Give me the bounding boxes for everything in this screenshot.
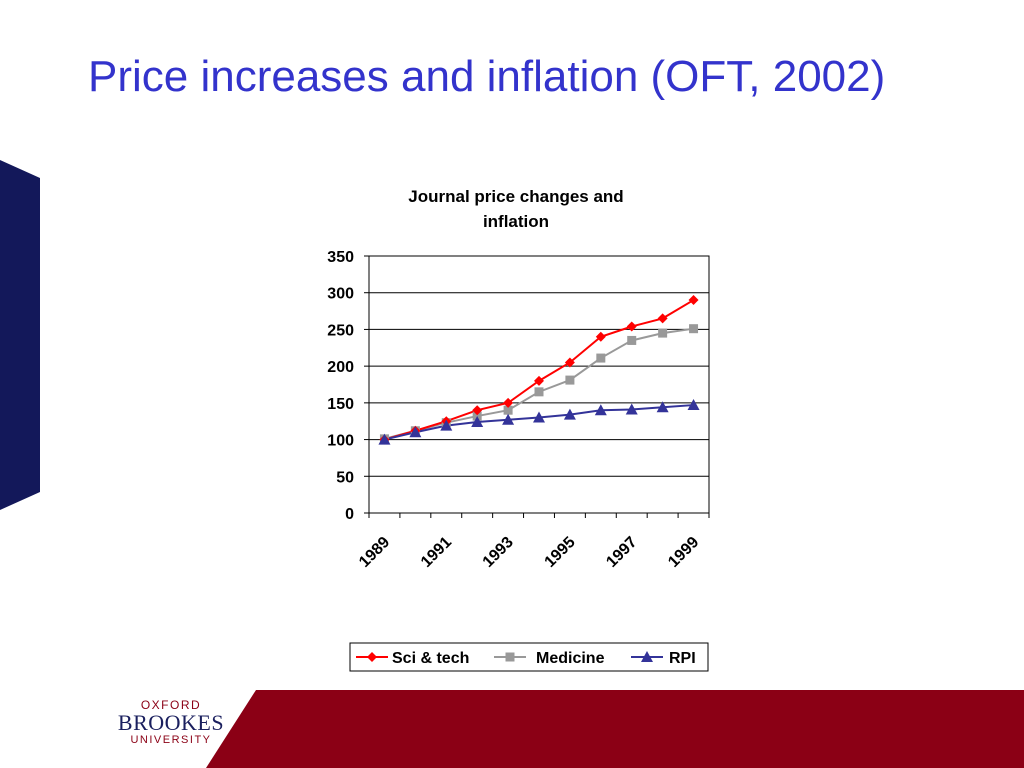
y-tick-label: 0 — [345, 506, 354, 523]
data-point-marker — [658, 328, 668, 338]
x-tick-label: 1989 — [356, 534, 393, 571]
data-point-marker — [687, 399, 700, 411]
data-point-marker — [534, 375, 544, 386]
data-point-marker — [657, 313, 668, 324]
legend-label: RPI — [669, 650, 696, 667]
data-point-marker — [626, 321, 637, 332]
y-tick-label: 350 — [327, 249, 354, 266]
line-chart: Journal price changes and inflation 0 50 100… — [327, 187, 710, 672]
side-decoration-tab — [0, 160, 40, 510]
y-tick-label: 250 — [327, 322, 354, 339]
legend-label: Medicine — [536, 650, 605, 667]
bottom-brand-band — [0, 690, 1024, 768]
data-point-marker — [440, 419, 453, 431]
university-logo: OXFORD BROOKES UNIVERSITY — [112, 698, 230, 747]
legend-marker — [367, 652, 377, 662]
data-point-marker — [565, 375, 575, 385]
legend-marker — [505, 652, 515, 662]
x-tick-label: 1995 — [542, 534, 579, 571]
data-point-marker — [656, 401, 669, 413]
y-tick-label: 150 — [327, 396, 354, 413]
chart-title-line: inflation — [483, 212, 549, 231]
data-point-marker — [534, 387, 544, 397]
data-point-marker — [471, 415, 484, 427]
data-point-marker — [627, 335, 637, 345]
slide-title: Price increases and inflation (OFT, 2002… — [88, 52, 886, 101]
plot-area-frame — [368, 255, 710, 514]
data-point-marker — [503, 405, 513, 415]
data-point-marker — [563, 408, 576, 420]
data-point-marker — [503, 397, 514, 408]
chart-title-line: Journal price changes and — [408, 187, 623, 206]
data-point-marker — [533, 411, 545, 423]
logo-line-university: UNIVERSITY — [130, 734, 212, 746]
data-point-marker — [625, 403, 638, 415]
x-tick-label: 1993 — [480, 534, 517, 571]
y-tick-label: 100 — [327, 433, 354, 450]
y-tick-label: 50 — [336, 469, 354, 486]
legend-label: Sci & tech — [392, 650, 469, 667]
x-tick-label: 1997 — [603, 534, 640, 571]
data-point-marker — [378, 433, 391, 445]
x-tick-label: 1991 — [418, 534, 455, 571]
data-point-marker — [595, 331, 606, 342]
data-point-marker — [502, 413, 515, 425]
data-point-marker — [409, 426, 422, 438]
legend-marker — [641, 651, 653, 662]
data-point-marker — [594, 404, 607, 416]
logo-line-oxford: OXFORD — [140, 698, 202, 712]
x-tick-label: 1999 — [665, 534, 702, 571]
data-point-marker — [688, 295, 699, 306]
y-tick-label: 300 — [327, 286, 354, 303]
data-point-marker — [472, 405, 483, 416]
data-point-marker — [564, 357, 575, 368]
y-tick-label: 200 — [327, 359, 354, 376]
logo-line-brookes: BROOKES — [117, 710, 225, 735]
data-point-marker — [596, 353, 606, 363]
data-point-marker — [689, 324, 699, 334]
